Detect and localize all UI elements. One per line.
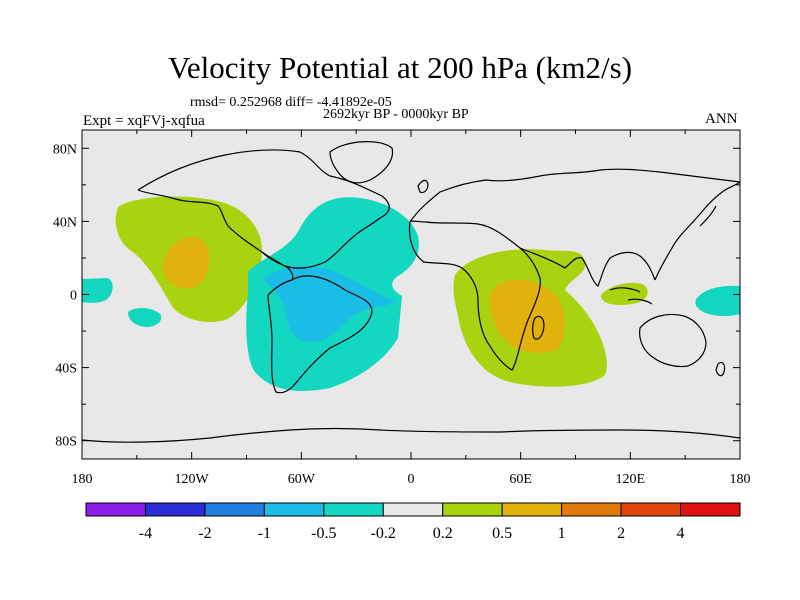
south-pacific-negative-blob	[128, 308, 162, 327]
coast-east-asia	[654, 181, 740, 281]
coast-madagascar	[532, 315, 545, 340]
y-tick-label: 40S	[55, 362, 77, 377]
diff-label: diff=	[285, 95, 314, 110]
experiment-label: Expt = xqFVj-xqfua	[83, 113, 205, 129]
x-tick-label: 180	[730, 472, 751, 487]
colorbar-swatch	[204, 502, 265, 517]
colorbar-swatch	[561, 502, 622, 517]
x-tick-label: 0	[408, 472, 415, 487]
coast-australia	[639, 313, 707, 368]
colorbar-swatch	[442, 502, 503, 517]
colorbar-swatch	[144, 502, 206, 517]
coast-japan	[699, 205, 717, 227]
y-tick-label: 80N	[53, 142, 77, 157]
coast-south-america	[267, 275, 373, 394]
coast-uk	[417, 179, 429, 194]
rmsd-value: 0.252968	[229, 95, 282, 110]
colorbar-label: -2	[198, 525, 211, 542]
diff-value: -4.41892e-05	[316, 95, 392, 110]
x-tick-label: 180	[72, 472, 93, 487]
coast-arabia-india	[519, 247, 656, 287]
coast-central-america	[261, 251, 294, 281]
season-label: ANN	[705, 111, 738, 127]
period-label: 2692kyr BP - 0000kyr BP	[323, 107, 469, 122]
x-tick-label: 120E	[616, 472, 646, 487]
dateline-west-negative	[82, 278, 113, 303]
colorbar-swatch	[382, 502, 444, 517]
rmsd-label: rmsd=	[190, 95, 226, 110]
coast-antarctica	[82, 427, 740, 443]
colorbar-label: 1	[558, 525, 566, 542]
colorbar-label: -0.2	[371, 525, 396, 542]
colorbar-swatch	[323, 502, 384, 517]
colorbar-label: 2	[617, 525, 625, 542]
colorbar-label: 0.5	[492, 525, 512, 542]
colorbar-label: -1	[258, 525, 271, 542]
coast-africa	[408, 220, 541, 371]
colorbar-swatch	[263, 502, 325, 517]
y-tick-label: 40N	[53, 215, 77, 230]
coast-new-zealand	[715, 361, 726, 377]
colorbar-swatch	[85, 502, 146, 517]
coast-europe	[409, 168, 740, 223]
x-tick-label: 120W	[175, 472, 210, 487]
chart-title: Velocity Potential at 200 hPa (km2/s)	[167, 50, 633, 85]
colorbar-label: 0.2	[433, 525, 453, 542]
stats-line: rmsd= 0.252968 diff= -4.41892e-05	[190, 95, 392, 111]
colorbar-swatch	[620, 502, 682, 517]
amazon-core	[262, 266, 395, 342]
x-tick-label: 60E	[509, 472, 532, 487]
coast-greenland	[329, 141, 394, 184]
coast-indonesia	[609, 287, 653, 305]
central-pacific-core	[163, 236, 210, 289]
colorbar-label: 4	[677, 525, 685, 542]
y-tick-label: 0	[70, 289, 77, 304]
colorbar-swatch	[680, 502, 741, 517]
colorbar-label: -0.5	[311, 525, 336, 542]
colorbar-label: -4	[139, 525, 152, 542]
y-tick-label: 80S	[55, 435, 77, 450]
colorbar-swatch	[501, 502, 563, 517]
indian-ocean-core	[489, 279, 565, 354]
plot-area	[82, 130, 740, 459]
coast-north-america	[137, 149, 390, 269]
x-tick-label: 60W	[288, 472, 316, 487]
west-pacific-negative	[695, 285, 740, 317]
